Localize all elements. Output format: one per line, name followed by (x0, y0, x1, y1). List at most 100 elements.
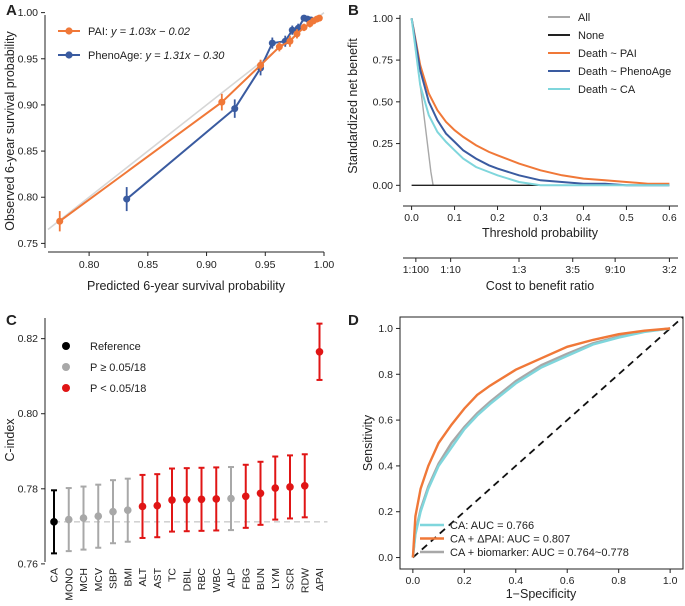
c-index-point (153, 501, 162, 510)
panel-letter-d: D (348, 312, 359, 329)
category-label: ΔPAI (314, 568, 326, 591)
x-tick-label: 1.00 (314, 259, 335, 271)
data-point (231, 105, 239, 113)
panel-a: A Predicted 6-year survival probability … (3, 2, 334, 293)
x-tick-label: 0.0 (406, 575, 421, 587)
y-tick-label: 0.80 (18, 408, 39, 420)
c-index-point (182, 495, 191, 504)
legend-marker (62, 342, 70, 350)
category-label: ALP (226, 568, 238, 588)
roc-curve (411, 327, 671, 558)
panel-c-ticks: 0.76 0.78 0.80 0.82 CA MONO MCH MCV SBP BMI ALT AST… (18, 333, 326, 601)
panel-c-marks (50, 322, 328, 555)
net-benefit-line (410, 18, 670, 187)
category-label: CA (49, 568, 61, 583)
panel-d-frame (399, 316, 684, 570)
c-index-point (315, 347, 324, 356)
c-index-point (50, 518, 58, 526)
y-tick-label: 0.6 (378, 415, 393, 427)
x-tick-label: 0.4 (508, 575, 523, 587)
y-tick-label: 0.50 (373, 96, 394, 108)
y-tick-label: 1.0 (378, 323, 393, 335)
chance-diagonal-line (412, 316, 684, 559)
data-point (275, 43, 283, 51)
legend-label: Death ~ PhenoAge (578, 66, 671, 78)
category-label: BUN (255, 568, 267, 590)
panel-d: D 1−Specificity Sensitivity 0.0 0.2 0.4 0.6… (348, 312, 684, 601)
panel-b-y-label: Standardized net benefit (346, 38, 360, 174)
category-label: ALT (137, 567, 149, 586)
x-tick-label: 0.2 (490, 212, 505, 224)
legend-pai-marker (65, 27, 73, 35)
net-benefit-line (410, 18, 670, 185)
category-label: MONO (63, 568, 75, 601)
y-tick-label: 0.00 (373, 180, 394, 192)
data-point (288, 26, 296, 34)
y-tick-label: 0.75 (373, 55, 394, 67)
c-index-point (94, 512, 103, 521)
y-tick-label: 0.76 (18, 558, 39, 570)
panel-a-ticks: 0.80 0.85 0.90 0.95 1.00 0.75 0.80 0.85 0.90 0.95… (18, 7, 335, 271)
legend-marker (62, 384, 70, 392)
secondary-tick-label: 3:2 (662, 264, 677, 276)
y-tick-label: 0.85 (18, 146, 39, 158)
c-index-point (300, 481, 309, 490)
c-index-point (138, 502, 147, 511)
data-point (123, 195, 131, 203)
x-tick-label: 0.85 (138, 259, 159, 271)
secondary-tick-label: 9:10 (605, 264, 626, 276)
category-label: TC (167, 568, 179, 582)
panel-d-y-label: Sensitivity (361, 414, 375, 471)
y-tick-label: 0.82 (18, 333, 39, 345)
legend-phenoage-label: PhenoAge: y = 1.31x − 0.30 (88, 50, 225, 62)
y-tick-label: 1.00 (18, 7, 39, 19)
panel-b-x-label: Threshold probability (482, 226, 599, 240)
legend-label: P < 0.05/18 (90, 383, 146, 395)
category-label: SCR (285, 568, 297, 591)
legend-label: CA + biomarker: AUC = 0.764~0.778 (450, 547, 629, 559)
panel-letter-b: B (348, 2, 359, 19)
c-index-point (64, 515, 73, 524)
y-tick-label: 0.78 (18, 483, 39, 495)
panel-b: B Threshold probability Standardized net… (346, 2, 678, 293)
x-tick-label: 0.80 (79, 259, 100, 271)
y-tick-label: 0.2 (378, 506, 393, 518)
legend-label: CA: AUC = 0.766 (450, 520, 534, 532)
category-label: MCV (93, 568, 105, 591)
y-tick-label: 0.90 (18, 99, 39, 111)
category-label: BMI (122, 568, 134, 587)
c-index-point (168, 496, 176, 504)
legend-label: None (578, 30, 604, 42)
c-index-point (109, 507, 117, 516)
data-point (56, 217, 64, 225)
x-tick-label: 0.5 (619, 212, 634, 224)
category-label: LYM (270, 568, 282, 589)
y-tick-label: 0.0 (378, 552, 393, 564)
category-label: RBC (196, 568, 208, 591)
category-label: SBP (108, 568, 120, 589)
panel-a-x-label: Predicted 6-year survival probability (87, 279, 286, 293)
c-index-point (197, 495, 206, 504)
data-point (218, 98, 226, 106)
c-index-point (286, 483, 294, 491)
x-tick-label: 0.95 (255, 259, 276, 271)
panel-c: C C-index 0.76 0.78 0.80 0.82 CA MONO MCH MCV SB… (3, 312, 328, 601)
data-point (315, 14, 323, 22)
category-label: AST (152, 567, 164, 588)
panel-c-legend: Reference P ≥ 0.05/18 P < 0.05/18 (62, 341, 146, 395)
roc-curve (411, 327, 671, 558)
secondary-tick-label: 1:10 (440, 264, 461, 276)
c-index-point (212, 495, 221, 503)
data-point (257, 61, 265, 69)
secondary-tick-label: 1:100 (403, 264, 429, 276)
legend-label: P ≥ 0.05/18 (90, 362, 146, 374)
panel-d-x-label: 1−Specificity (506, 587, 577, 601)
legend-label: Death ~ CA (578, 84, 636, 96)
c-index-point (256, 489, 265, 498)
y-tick-label: 0.4 (378, 460, 393, 472)
legend-label: Death ~ PAI (578, 48, 637, 60)
x-tick-label: 0.4 (576, 212, 591, 224)
x-tick-label: 0.2 (457, 575, 472, 587)
c-index-point (227, 494, 235, 503)
legend-pai-label: PAI: y = 1.03x − 0.02 (88, 26, 190, 38)
